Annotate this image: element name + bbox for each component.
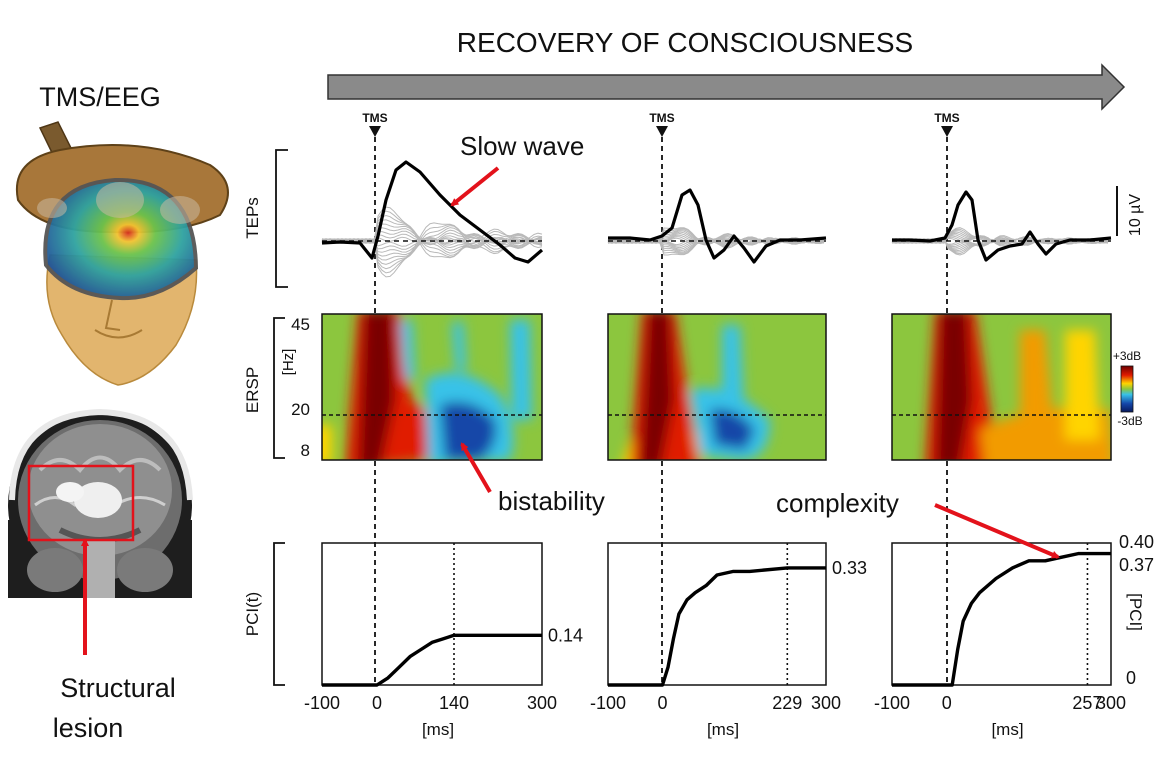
ersp-panel-3 [891,313,1112,461]
tms-eeg-label: TMS/EEG [39,82,161,112]
tep-main-trace [608,188,827,264]
tep-gray-trace [321,222,543,278]
annotation-bistability: bistability [498,486,605,516]
recovery-arrow [327,63,1126,111]
ersp-colorbar [1120,365,1134,413]
pci-x-tick: 0 [372,693,382,713]
tep-main-trace [892,190,1112,262]
pci-x-tick: 140 [439,693,469,713]
tep-gray-trace [607,233,825,255]
pci-x-tick: -100 [304,693,340,713]
colorbar-max-label: +3dB [1113,349,1141,363]
mri-scan-image [8,408,193,606]
pci-right-tick-037: 0.37 [1119,555,1154,575]
pci-x-tick: 0 [657,693,667,713]
tep-scale-label: 10 µV [1127,194,1144,236]
tms-label-1: TMS [362,111,387,125]
pci-x-label: [ms] [707,720,739,739]
row-bracket-pci [273,542,285,686]
ersp-panel-2 [607,313,827,461]
pci-curve [892,551,1111,687]
pci-panel-1: -100 0 140 300 [ms] 0.14 [304,542,583,739]
tep-gray-trace [321,206,543,259]
pci-x-tick: 300 [811,693,841,713]
pci-x-tick: -100 [590,693,626,713]
tep-gray-trace [321,223,543,274]
ersp-tick-45: 45 [291,315,310,334]
lesion-label-line2: lesion [53,713,124,743]
pci-x-tick: 0 [942,693,952,713]
pci-curve [608,566,826,687]
pci-x-label: [ms] [991,720,1023,739]
tep-panel-2 [607,188,827,264]
ersp-tick-8: 8 [301,441,310,460]
slow-wave-arrow [450,166,500,207]
pci-frame [321,542,543,686]
tep-main-trace [321,160,544,264]
pci-panel-2: -100 0 229 300 [ms] 0.33 [590,542,867,739]
pci-curve [322,633,542,687]
pci-right-tick-0: 0 [1126,668,1136,688]
row-bracket-teps [275,149,288,288]
pci-x-tick: 300 [1096,693,1126,713]
pci-x-tick: 229 [772,693,802,713]
pci-x-tick: -100 [874,693,910,713]
pci-right-tick-040: 0.40 [1119,532,1154,552]
annotation-slow-wave: Slow wave [460,131,584,161]
tep-gray-trace [321,210,543,258]
pci-x-tick: 257 [1072,693,1102,713]
colorbar-min-label: -3dB [1117,414,1142,428]
pci-right-axis-label: [PCI] [1126,593,1145,631]
annotation-complexity: complexity [776,488,899,518]
ersp-tick-20: 20 [291,400,310,419]
pci-final-value: 0.33 [832,558,867,578]
pci-frame [891,542,1112,686]
lesion-label-line1: Structural [60,673,176,703]
complexity-arrow [934,503,1060,559]
tms-eeg-head-illustration [15,121,229,386]
tep-gray-trace [321,225,543,270]
ersp-unit-label: [Hz] [280,349,297,376]
row-bracket-ersp [273,317,285,459]
pci-x-tick: 300 [527,693,557,713]
tep-panel-3 [891,190,1112,262]
ersp-panel-1 [321,313,543,461]
tms-label-3: TMS [934,111,959,125]
bistability-arrow [460,442,492,494]
row-label-teps: TEPs [243,197,262,239]
row-label-ersp: ERSP [243,367,262,413]
row-label-pci: PCI(t) [243,592,262,636]
header-title: RECOVERY OF CONSCIOUSNESS [457,27,913,58]
pci-final-value: 0.14 [548,625,583,645]
pci-x-label: [ms] [422,720,454,739]
tms-label-2: TMS [649,111,674,125]
pci-frame [607,542,827,686]
tep-panel-1 [321,160,544,278]
